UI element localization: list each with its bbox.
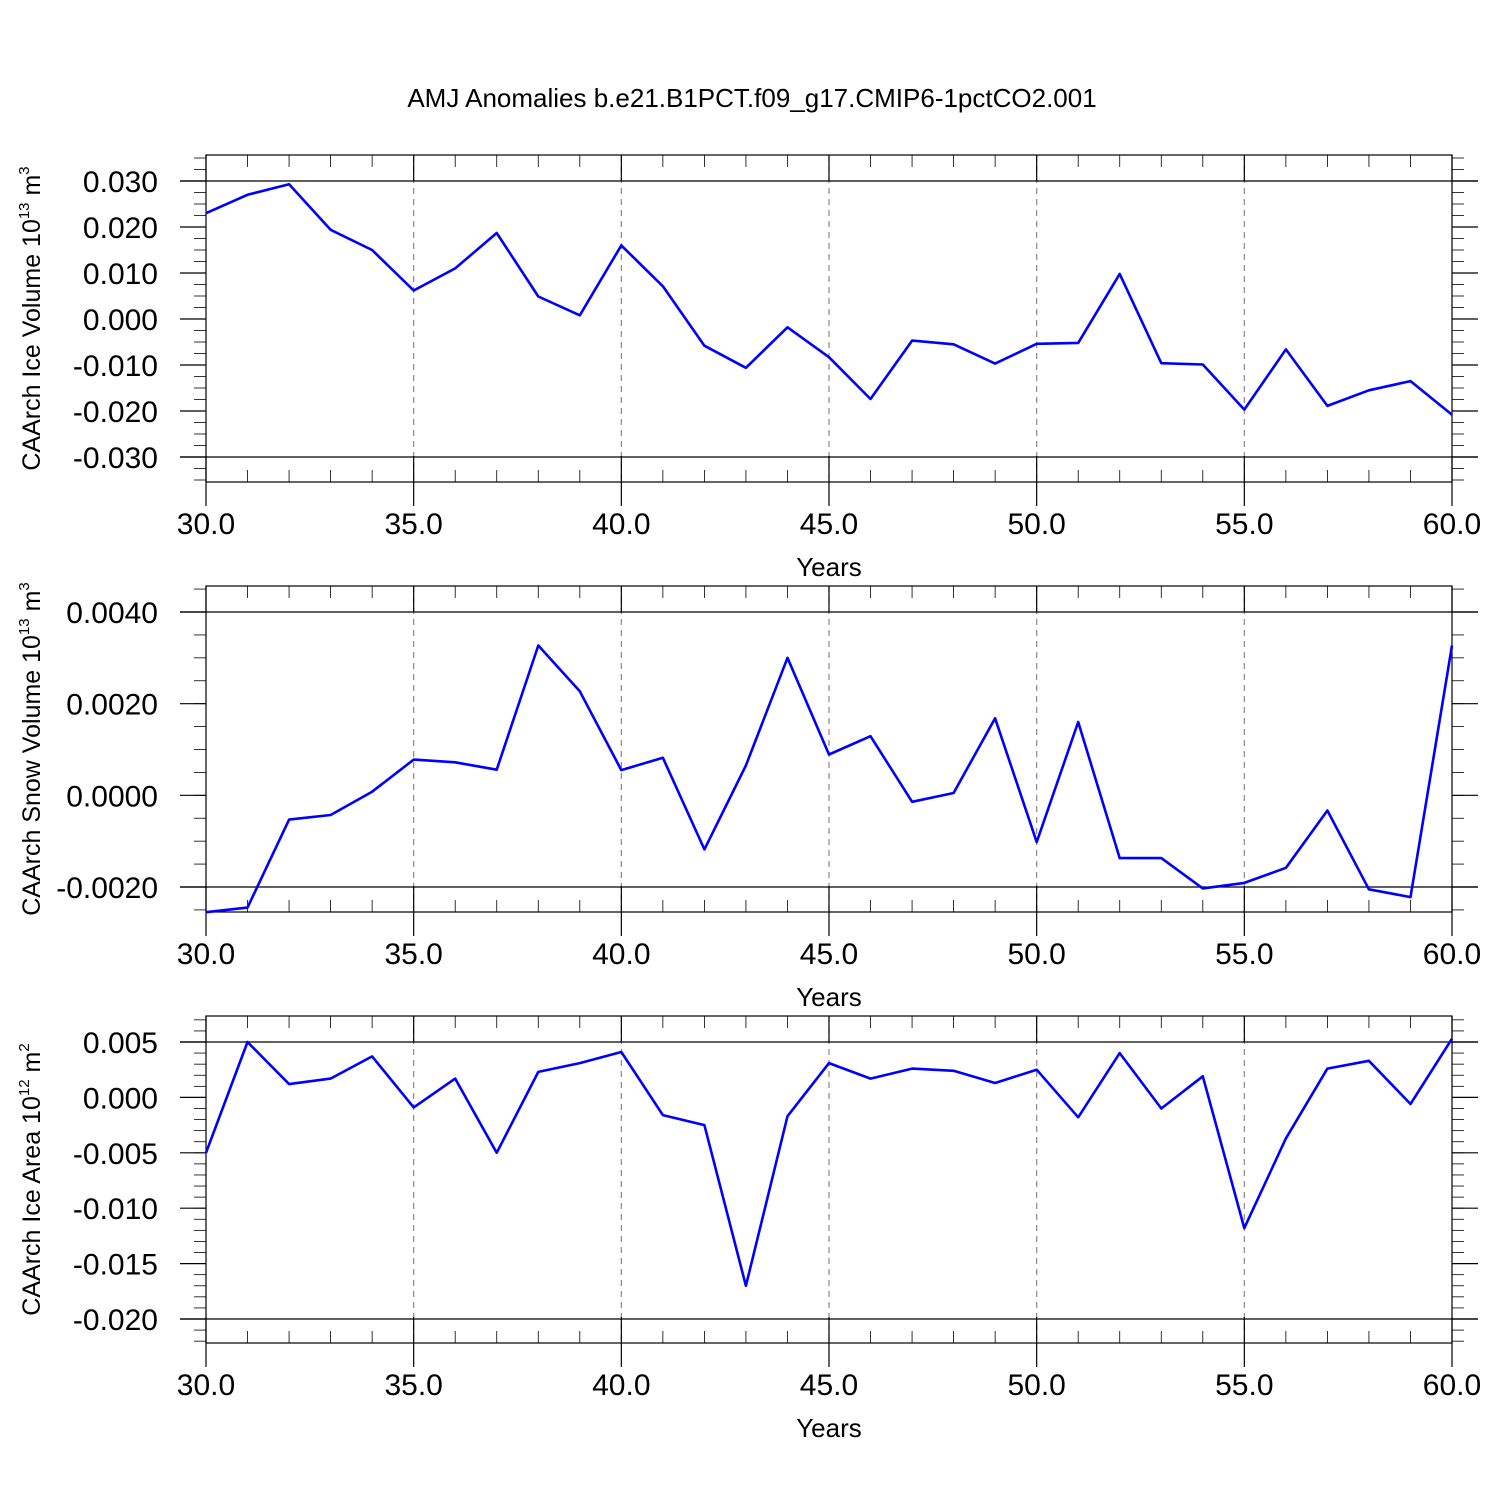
x-tick-label: 50.0: [1007, 938, 1065, 971]
x-tick-label: 55.0: [1215, 938, 1273, 971]
x-tick-label: 35.0: [384, 508, 442, 541]
x-tick-label: 40.0: [592, 938, 650, 971]
y-axis-label-superscript: 12: [16, 1079, 33, 1096]
y-axis-label: CAArch Ice Area 1012 m2: [16, 1043, 46, 1315]
x-tick-label: 30.0: [177, 1369, 235, 1402]
y-tick-label: 0.000: [83, 304, 158, 337]
y-tick-label: 0.000: [83, 1082, 158, 1115]
x-tick-label: 30.0: [177, 508, 235, 541]
x-tick-label: 55.0: [1215, 1369, 1273, 1402]
y-tick-label: -0.020: [73, 396, 158, 429]
chart-panel-2: -0.0020 0.0000 0.0020 0.0040 30.0 35.0 40.0 45.…: [16, 582, 1481, 1012]
x-tick-label: 45.0: [800, 508, 858, 541]
y-tick-label: -0.030: [73, 442, 158, 475]
x-axis-label: Years: [796, 1413, 862, 1443]
x-tick-label: 35.0: [384, 1369, 442, 1402]
x-tick-label: 45.0: [800, 938, 858, 971]
y-tick-label: 0.030: [83, 166, 158, 199]
y-axis-label-text: CAArch Snow Volume 10: [18, 635, 46, 916]
y-axis-label-superscript: 13: [16, 202, 33, 219]
data-series-line: [204, 1038, 1454, 1288]
data-series-line: [205, 644, 1454, 914]
x-tick-label: 60.0: [1423, 508, 1481, 541]
y-tick-label: -0.015: [73, 1249, 158, 1282]
y-axis-label-text: CAArch Ice Volume 10: [18, 219, 46, 471]
y-tick-label: 0.010: [83, 258, 158, 291]
y-axis-label-text: CAArch Ice Area 10: [18, 1096, 46, 1316]
y-tick-label: 0.020: [83, 212, 158, 245]
y-axis-label-text: m: [18, 1052, 46, 1080]
y-tick-label: 0.0020: [66, 689, 158, 722]
y-tick-label: 0.0000: [66, 780, 158, 813]
y-tick-label: 0.0040: [66, 597, 158, 630]
chart-panel-3: -0.020 -0.015 -0.010 -0.005 0.000 0.005 30.0 35…: [16, 1015, 1481, 1443]
y-axis-label-superscript: 2: [16, 1043, 33, 1051]
x-tick-label: 45.0: [800, 1369, 858, 1402]
x-axis-label: Years: [796, 552, 862, 582]
x-tick-label: 50.0: [1007, 508, 1065, 541]
x-tick-label: 50.0: [1007, 1369, 1065, 1402]
x-tick-label: 30.0: [177, 938, 235, 971]
x-tick-label: 60.0: [1423, 1369, 1481, 1402]
x-axis-label: Years: [796, 982, 862, 1012]
y-axis-label: CAArch Snow Volume 1013 m3: [16, 582, 46, 916]
y-tick-label: -0.010: [73, 350, 158, 383]
x-tick-label: 55.0: [1215, 508, 1273, 541]
figure-title: AMJ Anomalies b.e21.B1PCT.f09_g17.CMIP6-…: [407, 83, 1096, 113]
x-tick-label: 40.0: [592, 1369, 650, 1402]
panels: -0.030-0.020-0.0100.0000.0100.0200.03030…: [16, 154, 1481, 1443]
x-tick-label: 35.0: [384, 938, 442, 971]
y-axis-label-text: m: [18, 591, 46, 619]
y-axis-label-superscript: 13: [16, 618, 33, 635]
data-series-line: [205, 182, 1453, 416]
y-axis-label-superscript: 3: [16, 166, 33, 174]
x-tick-label: 60.0: [1423, 938, 1481, 971]
y-axis-label-text: m: [18, 175, 46, 203]
y-tick-label: -0.0020: [56, 872, 158, 905]
chart-panel-1: -0.030 -0.020 -0.010 0.000 0.010 0.020 0.030 30…: [16, 154, 1481, 582]
y-tick-label: -0.020: [73, 1304, 158, 1337]
y-axis-label-superscript: 3: [16, 582, 33, 590]
y-tick-label: -0.005: [73, 1138, 158, 1171]
y-axis-label: CAArch Ice Volume 1013 m3: [16, 166, 46, 470]
y-tick-label: -0.010: [73, 1193, 158, 1226]
y-tick-label: 0.005: [83, 1027, 158, 1060]
x-tick-label: 40.0: [592, 508, 650, 541]
